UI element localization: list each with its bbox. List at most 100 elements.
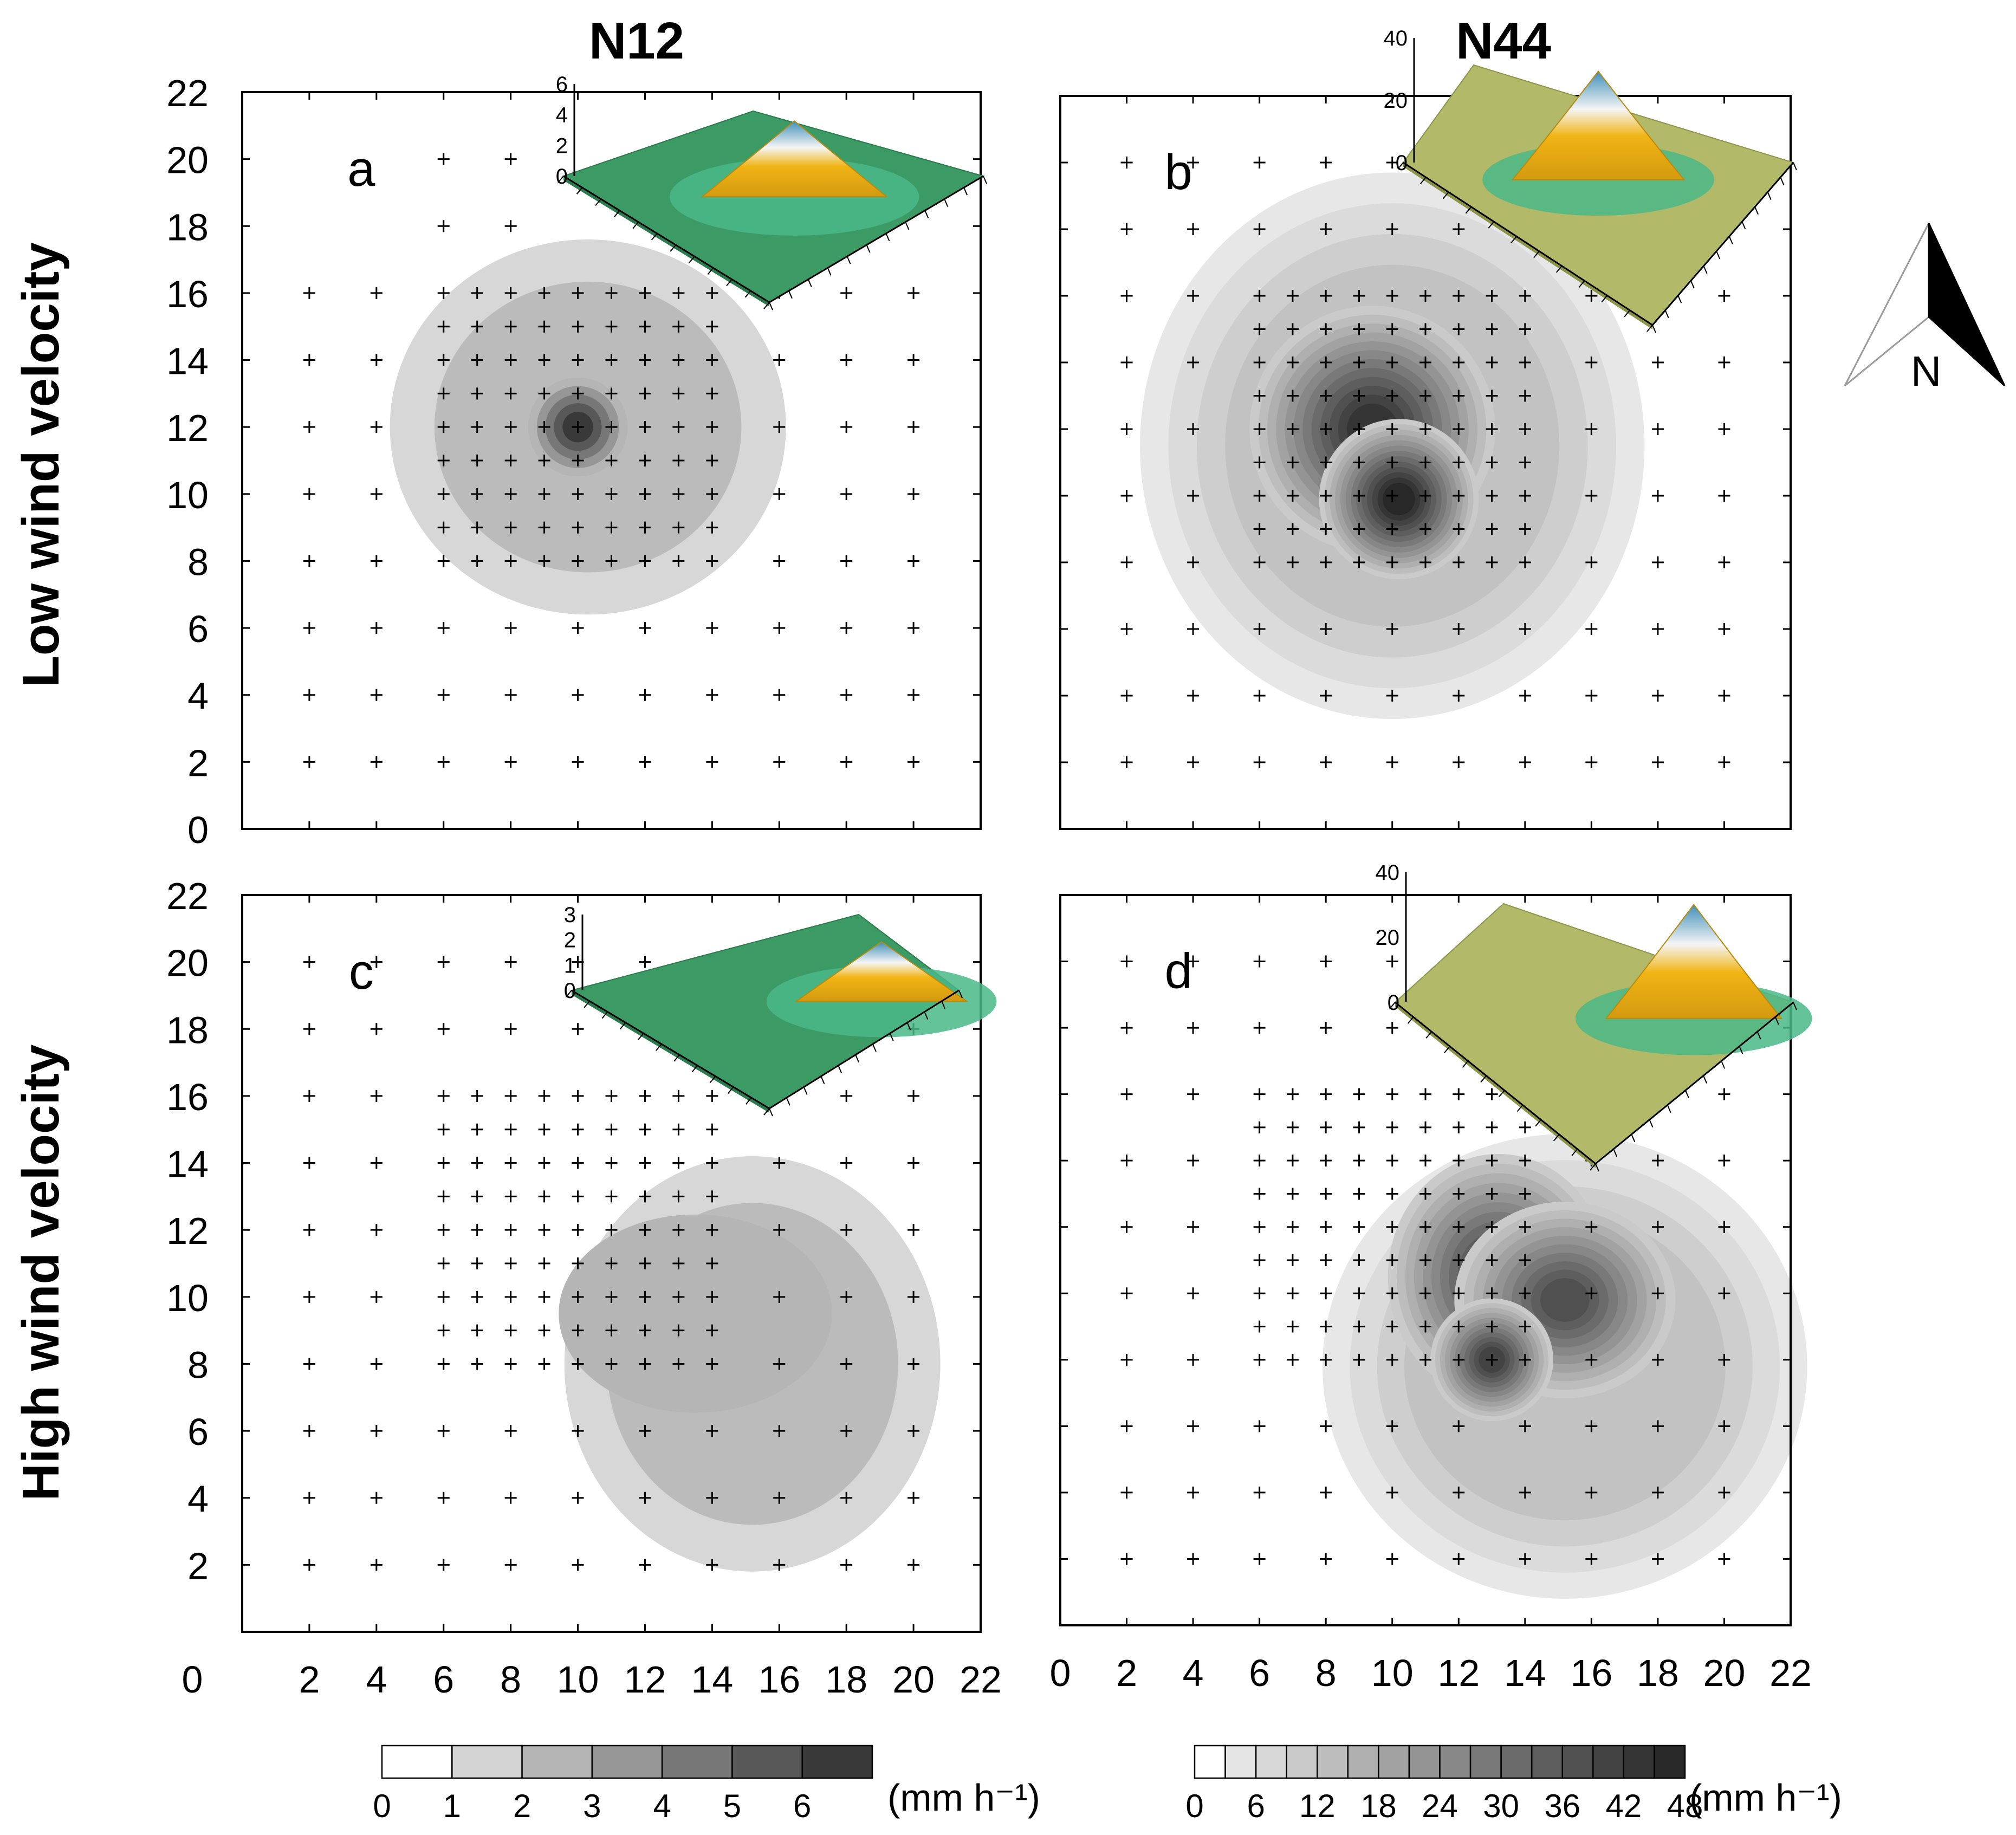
sampling-point [1187, 1088, 1200, 1100]
sampling-point [1353, 356, 1365, 368]
sampling-point [773, 1224, 786, 1236]
sampling-point [538, 320, 550, 333]
sampling-point [1419, 456, 1431, 469]
sampling-point [1453, 1287, 1465, 1300]
sampling-point [437, 320, 450, 333]
sampling-point [605, 555, 618, 567]
inset-edge-tick [744, 290, 751, 298]
x-tick-label: 20 [892, 1658, 935, 1701]
sampling-point [504, 1224, 517, 1236]
sampling-point [538, 1224, 550, 1236]
inset-peak [700, 120, 889, 198]
sampling-point [706, 387, 718, 400]
sampling-point [639, 1090, 651, 1102]
sampling-point [504, 220, 517, 232]
sampling-point [370, 1425, 383, 1437]
sampling-point [639, 1324, 651, 1337]
sampling-point [1419, 1188, 1431, 1200]
inset-edge-tick [1767, 192, 1772, 200]
sampling-point [706, 488, 718, 500]
sampling-point [706, 354, 718, 366]
sampling-point [1651, 356, 1664, 368]
sampling-point [1519, 1188, 1531, 1200]
sampling-point [840, 421, 853, 433]
sampling-point [1718, 690, 1730, 702]
sampling-point [706, 756, 718, 768]
sampling-point [370, 1157, 383, 1169]
sampling-point [639, 488, 651, 500]
inset-edge-tick [1442, 191, 1449, 199]
sampling-point [605, 1224, 618, 1236]
sampling-point [1453, 1155, 1465, 1167]
sampling-point [639, 287, 651, 299]
sampling-point [370, 689, 383, 701]
sampling-point [1386, 756, 1398, 768]
sampling-point [1353, 423, 1365, 435]
inset-edge-tick [906, 1022, 911, 1030]
sampling-point [1486, 356, 1498, 368]
sampling-point [504, 1291, 517, 1303]
sampling-point [538, 1157, 550, 1169]
inset-edge-tick [958, 990, 963, 998]
sampling-point [1453, 690, 1465, 702]
sampling-point [1453, 390, 1465, 402]
sampling-point [370, 488, 383, 500]
sampling-point [1253, 423, 1266, 435]
sampling-point [672, 421, 685, 433]
sampling-points [303, 153, 920, 768]
x-tick-label: 22 [1769, 1652, 1812, 1694]
sampling-point [437, 1090, 450, 1102]
sampling-point [1386, 356, 1398, 368]
plot-frame [1059, 894, 1792, 1626]
sampling-point [370, 1559, 383, 1571]
inset-edge-tick [1754, 206, 1759, 215]
sampling-point [303, 1425, 315, 1437]
inset-edge-tick [1389, 1002, 1396, 1009]
sampling-point [1353, 1088, 1365, 1100]
inset-edge-tick [1667, 1105, 1671, 1113]
sampling-point [504, 1090, 517, 1102]
sampling-point [840, 354, 853, 366]
x-tick-label: 2 [299, 1658, 320, 1701]
sampling-point [1253, 1221, 1266, 1233]
sampling-point [1651, 756, 1664, 768]
inset-edge-tick [1624, 310, 1630, 317]
sampling-point [773, 1492, 786, 1504]
inset-z-tick-label: 40 [1384, 27, 1408, 50]
sampling-point [1253, 556, 1266, 568]
inset-edge-tick [1631, 1134, 1636, 1143]
inset-edge-tick [1756, 1031, 1761, 1040]
sampling-point [572, 1559, 584, 1571]
sampling-point [605, 421, 618, 433]
sampling-point [1187, 955, 1200, 968]
sampling-point [370, 555, 383, 567]
sampling-point [538, 1090, 550, 1102]
sampling-point [504, 1492, 517, 1504]
sampling-point [471, 1358, 483, 1370]
sampling-point [1453, 1254, 1465, 1266]
sampling-point [437, 521, 450, 534]
sampling-point [706, 1257, 718, 1269]
sampling-point [1120, 1088, 1133, 1100]
inset-edge-tick [944, 198, 949, 207]
sampling-point [706, 1324, 718, 1337]
sampling-point [1386, 1353, 1398, 1366]
sampling-point [538, 421, 550, 433]
legend-tick-label: 4 [653, 1788, 671, 1824]
inset-edge-tick [924, 210, 929, 218]
sampling-point [1320, 955, 1332, 968]
sampling-point [706, 1291, 718, 1303]
inset-edge-tick [1444, 1046, 1450, 1053]
sampling-point [572, 387, 584, 400]
sampling-point [672, 354, 685, 366]
sampling-point [840, 1157, 853, 1169]
sampling-point [1419, 323, 1431, 335]
inset-edge-tick [1555, 265, 1563, 273]
panel-letter: b [1165, 145, 1192, 200]
x-tick-label: 12 [1437, 1652, 1480, 1694]
sampling-point [471, 1123, 483, 1136]
sampling-point [1320, 490, 1332, 502]
sampling-point [303, 689, 315, 701]
